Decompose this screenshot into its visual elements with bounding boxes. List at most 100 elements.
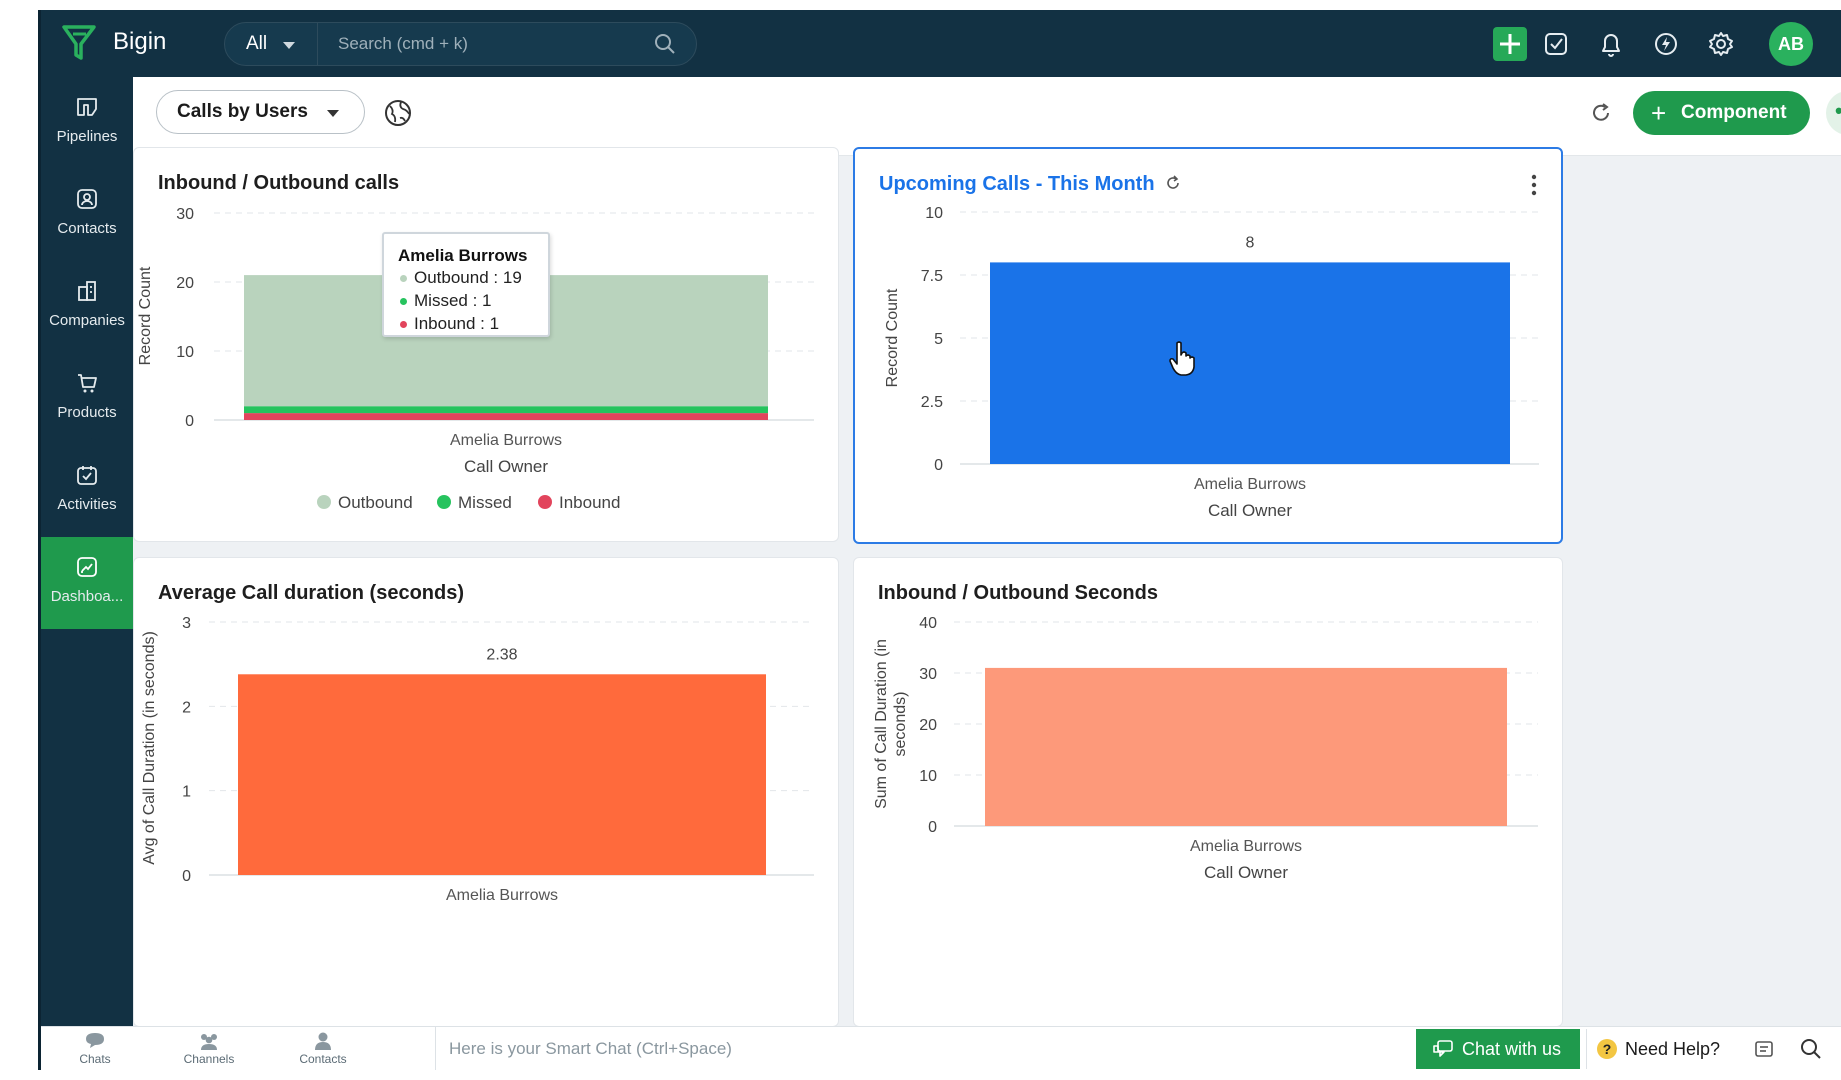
sidebar-item-pipelines[interactable]: Pipelines [41, 77, 133, 169]
dashboard-selector-label: Calls by Users [177, 101, 308, 122]
chart-tooltip: Amelia Burrows Outbound : 19 Missed : 1 … [382, 232, 550, 337]
tooltip-value: 1 [489, 314, 500, 333]
more-options-button[interactable]: ••• [1826, 91, 1841, 135]
chat-with-us-button[interactable]: Chat with us [1416, 1029, 1580, 1069]
sidebar-item-contacts[interactable]: Contacts [41, 169, 133, 261]
card-upcoming-calls[interactable]: Upcoming Calls - This Month 0 2.5 5 7.5 10 Re… [853, 147, 1563, 544]
y-tick-label: 2 [182, 699, 191, 716]
y-tick-label: 2.5 [921, 394, 943, 411]
search-scope-dropdown[interactable]: All [225, 23, 318, 65]
search-input[interactable] [318, 23, 648, 65]
sidebar-item-companies[interactable]: Companies [41, 261, 133, 353]
companies-icon [78, 281, 96, 301]
gear-icon[interactable] [1704, 27, 1738, 61]
tooltip-dot [400, 321, 407, 328]
add-component-button[interactable]: + Component [1633, 91, 1810, 135]
app-window: Bigin All [38, 10, 1841, 1070]
add-component-label: Component [1681, 102, 1787, 123]
dashboard-selector[interactable]: Calls by Users [156, 90, 365, 134]
contacts-icon [315, 1032, 331, 1050]
bottom-item-label: Channels [183, 1052, 235, 1066]
refresh-icon[interactable] [1164, 174, 1182, 192]
x-tick-label: Amelia Burrows [446, 887, 558, 904]
tooltip-label: Inbound [414, 314, 476, 333]
card-title-link[interactable]: Upcoming Calls - This Month [879, 173, 1182, 196]
y-tick-label: 10 [919, 768, 937, 785]
legend-label-outbound: Outbound [338, 493, 413, 512]
sidebar-item-products[interactable]: Products [41, 353, 133, 445]
data-label: 2.38 [486, 646, 517, 663]
chevron-down-icon [283, 42, 295, 49]
tooltip-label: Outbound [414, 268, 489, 287]
sidebar-item-activities[interactable]: Activities [41, 445, 133, 537]
y-tick-label: 7.5 [921, 268, 943, 285]
y-axis-label: Record Count [137, 266, 154, 365]
y-tick-label: 1 [182, 784, 191, 801]
legend-marker-outbound [317, 495, 331, 509]
y-axis-label: Sum of Call Duration (in [873, 639, 890, 809]
chat-with-us-label: Chat with us [1462, 1039, 1562, 1059]
bottom-item-contacts[interactable]: Contacts [283, 1031, 363, 1066]
announcements-icon[interactable] [1753, 1038, 1775, 1060]
x-tick-label: Amelia Burrows [450, 432, 562, 449]
bar [238, 674, 766, 875]
search-bar: All [224, 22, 697, 66]
chats-icon [86, 1033, 104, 1048]
tooltip-value: 1 [482, 291, 492, 310]
y-tick-label: 3 [182, 615, 191, 632]
card-menu-icon[interactable] [1531, 173, 1537, 197]
products-icon [78, 374, 97, 393]
task-check-icon[interactable] [1539, 27, 1573, 61]
sidebar-item-label: Activities [57, 496, 117, 513]
dashboard-icon [77, 557, 97, 577]
smart-chat-input[interactable] [435, 1027, 1265, 1070]
upcoming-calls-chart: 0 2.5 5 7.5 10 Record Count 8 Amelia Burrows Cal… [884, 205, 1539, 520]
pipelines-icon [77, 98, 97, 116]
legend-label-missed: Missed [458, 493, 512, 512]
refresh-icon[interactable] [1589, 101, 1613, 125]
y-axis-label: Record Count [884, 288, 901, 387]
search-icon[interactable] [654, 33, 676, 55]
x-axis-label: Call Owner [464, 457, 548, 476]
y-tick-label: 30 [176, 206, 194, 223]
tooltip-row: Missed : 1 [398, 291, 548, 314]
user-avatar[interactable]: AB [1769, 22, 1813, 66]
legend-label-inbound: Inbound [559, 493, 620, 512]
chevron-down-icon [327, 110, 339, 117]
legend-marker-inbound [538, 495, 552, 509]
bottom-item-chats[interactable]: Chats [55, 1031, 135, 1066]
bell-icon[interactable] [1594, 27, 1628, 61]
activities-icon [77, 466, 97, 485]
card-title: Inbound / Outbound calls [158, 172, 400, 194]
channels-icon [201, 1034, 217, 1050]
data-label: 8 [1246, 234, 1255, 251]
dashboard-header: Calls by Users + Component ••• [133, 77, 1841, 156]
sidebar-item-dashboards[interactable]: Dashboa... [41, 537, 133, 629]
need-help-button[interactable]: ? Need Help? [1586, 1029, 1726, 1069]
search-icon[interactable] [1799, 1037, 1823, 1061]
bar [990, 262, 1510, 464]
y-tick-label: 20 [176, 275, 194, 292]
help-icon: ? [1597, 1039, 1617, 1059]
bigin-logo-icon[interactable] [59, 22, 99, 62]
x-axis-label: Call Owner [1204, 863, 1288, 882]
bottom-item-channels[interactable]: Channels [169, 1031, 249, 1066]
tooltip-title: Amelia Burrows [398, 246, 528, 265]
card-average-call-duration: Average Call duration (seconds) 0 1 2 3 Avg … [133, 557, 839, 1027]
bottom-bar: Chats Channels Contacts Chat with us ? N… [41, 1026, 1841, 1070]
globe-icon[interactable] [383, 98, 413, 128]
y-tick-label: 20 [919, 717, 937, 734]
sidebar-item-label: Dashboa... [50, 588, 124, 605]
tooltip-dot [400, 298, 407, 305]
y-tick-label: 10 [176, 344, 194, 361]
plus-icon: + [1651, 98, 1667, 128]
y-tick-label: 0 [185, 413, 194, 430]
chat-bubble-icon [1433, 1040, 1453, 1057]
tooltip-label: Missed [414, 291, 468, 310]
y-tick-label: 30 [919, 666, 937, 683]
y-tick-label: 0 [182, 868, 191, 885]
add-button[interactable] [1493, 27, 1527, 61]
card-inbound-outbound-calls: Inbound / Outbound calls 0 10 20 30 Record C… [133, 147, 839, 542]
bottom-item-label: Contacts [299, 1052, 347, 1066]
lightning-icon[interactable] [1649, 27, 1683, 61]
